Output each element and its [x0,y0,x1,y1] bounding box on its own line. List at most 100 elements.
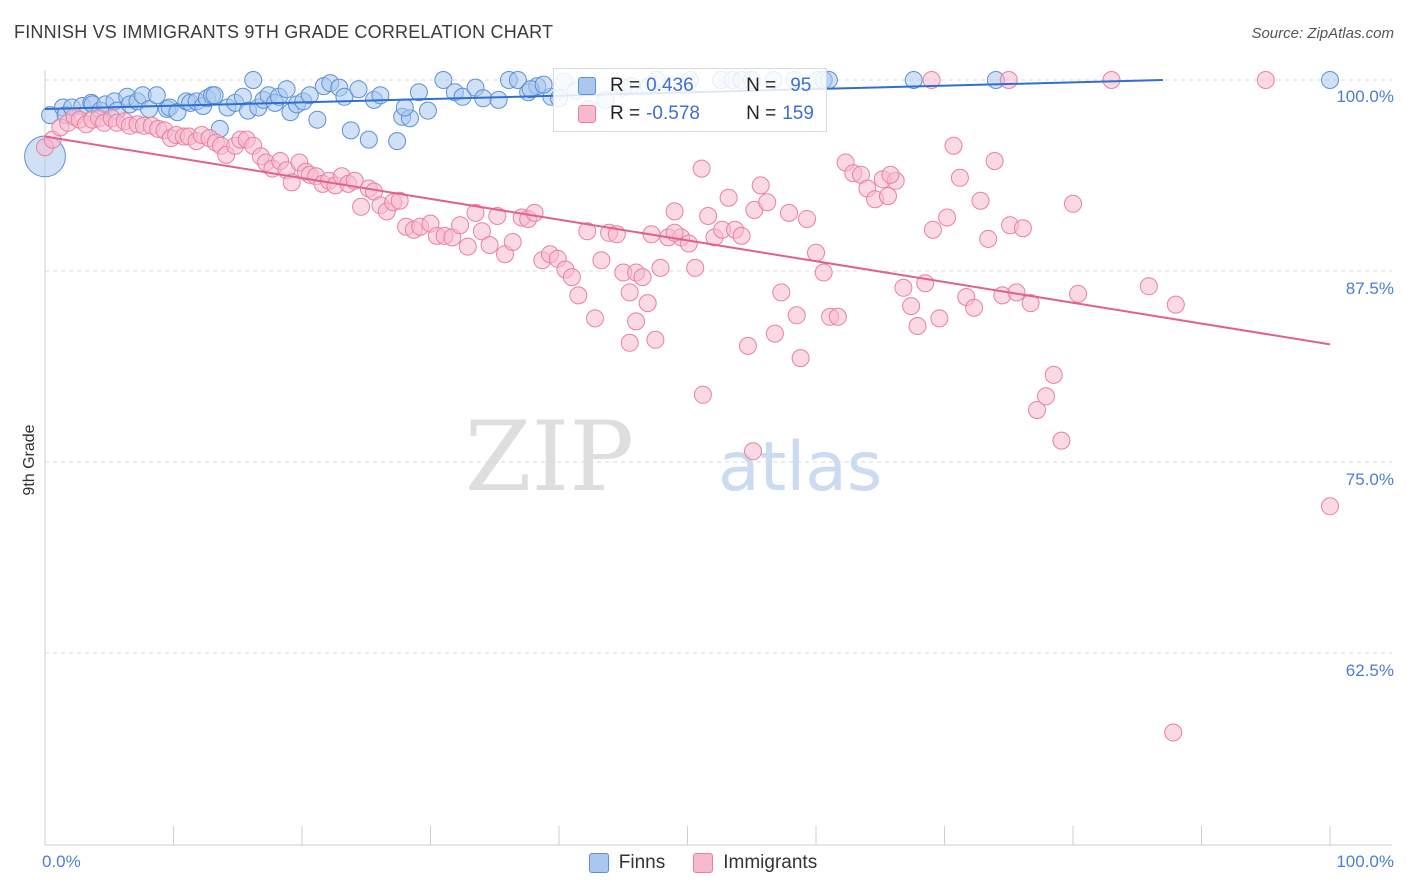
immigrants-point [620,333,639,352]
immigrants-point [633,268,652,287]
immigrants-point [1037,387,1055,406]
immigrants-point [693,385,712,404]
immigrants-trend-line [44,135,1331,346]
immigrants-point [472,222,491,241]
immigrants-point [922,71,941,89]
immigrants-point [938,208,957,227]
immigrants-point [965,298,984,317]
immigrants-points [36,71,1339,742]
y-tick-100: 100.0% [1336,87,1394,106]
immigrants-point [1052,431,1071,450]
immigrants-point [791,349,810,368]
immigrants-point [732,226,751,245]
finns-point [147,86,166,105]
immigrants-point [758,193,777,212]
immigrants-point [390,191,409,210]
immigrants-point [620,283,639,302]
immigrants-point [780,203,798,222]
immigrants-point [1256,71,1275,89]
x-tick-max: 100.0% [1336,852,1394,871]
immigrants-swatch [578,105,596,123]
finns-point [395,98,414,117]
finns-point [341,121,360,140]
immigrants-n-value: 159 [782,103,814,124]
immigrants-point [744,442,762,461]
immigrants-point [772,283,791,302]
immigrants-point [787,306,806,325]
immigrants-point [979,229,998,248]
immigrants-point [480,236,499,254]
immigrants-point [751,176,770,195]
immigrants-point [881,165,900,184]
immigrants-point [651,258,670,277]
immigrants-point [578,222,597,241]
watermark-zip: ZIP [465,401,634,513]
finns-point [277,80,296,99]
immigrants-point [930,309,949,328]
immigrants-point [569,286,588,305]
finns-point [349,80,368,99]
immigrants-point [466,203,485,222]
immigrants-point [586,309,604,328]
legend-finns-swatch [588,853,609,873]
source-credit: Source: ZipAtlas.com [1251,25,1394,42]
immigrants-point [923,220,942,239]
finns-point [904,71,923,89]
finns-point [308,110,327,129]
x-tick-min: 0.0% [42,852,81,871]
legend-finns-label: Finns [618,852,666,873]
immigrants-point [999,71,1018,89]
immigrants-point [985,152,1004,170]
immigrants-point [282,173,301,192]
immigrants-point [1166,295,1185,314]
finns-n-label: N = [746,75,777,96]
legend-immigrants-label: Immigrants [723,852,818,873]
finns-point [205,86,224,105]
immigrants-point [679,234,698,253]
immigrants-point [738,336,757,355]
immigrants-point [1044,365,1063,384]
immigrants-point [944,136,963,155]
legend-row-immigrants: R = -0.578 N = 159 [578,102,814,126]
y-tick-75: 75.0% [1345,470,1394,489]
immigrants-point [699,207,718,225]
legend-item-finns[interactable]: Finns [588,852,666,874]
finns-point [388,132,407,151]
immigrants-point [562,268,581,287]
immigrants-point [1064,194,1082,213]
immigrants-point [1139,277,1158,296]
finns-swatch [578,77,596,95]
immigrants-point [665,202,684,221]
finns-n-value: 95 [790,75,812,96]
finns-r-label: R = [610,75,641,96]
legend-row-finns: R = 0.436 N = 95 [578,74,811,98]
legend-immigrants-swatch [693,853,714,873]
immigrants-point [627,312,646,331]
series-legend: Finns Immigrants [0,852,1406,874]
immigrants-n-label: N = [746,103,777,124]
immigrants-point [828,307,847,326]
immigrants-point [1028,401,1046,419]
immigrants-point [1164,723,1183,742]
immigrants-point [908,317,927,335]
immigrants-point [1013,219,1032,238]
correlation-legend: R = 0.436 N = 95 R = -0.578 N = 159 [553,68,827,132]
watermark: ZIP atlas [465,401,883,513]
finns-point [1321,71,1339,89]
finns-point [418,101,437,120]
immigrants-point [451,216,470,235]
immigrants-point [592,251,611,270]
immigrants-point [458,237,477,256]
immigrants-point [950,168,969,187]
finns-point [359,130,378,149]
immigrants-point [902,297,921,316]
finns-point [300,86,319,105]
grid-lines [45,79,1392,654]
immigrants-point [879,187,897,206]
y-tick-62-5: 62.5% [1345,661,1394,680]
immigrants-point [646,330,665,349]
legend-item-immigrants[interactable]: Immigrants [693,852,817,874]
finns-point [534,75,553,94]
immigrants-r-label: R = [610,103,641,124]
